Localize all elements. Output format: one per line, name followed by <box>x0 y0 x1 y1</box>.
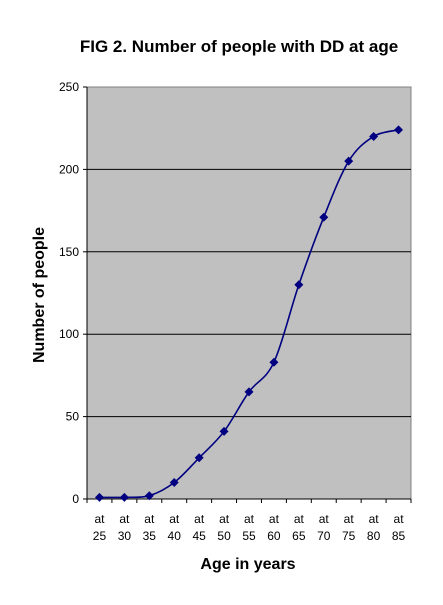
y-tick-label: 250 <box>59 80 79 94</box>
y-axis: 0 50 100 150 200 250 <box>59 80 88 506</box>
x-tick-label: 40 <box>168 529 182 543</box>
x-tick-label: at <box>119 512 130 526</box>
data-point-65 <box>294 280 304 290</box>
y-axis-title: Number of people <box>31 227 48 363</box>
x-tick-label: 25 <box>93 529 107 543</box>
data-point-85 <box>394 125 404 135</box>
x-tick-label: 75 <box>342 529 356 543</box>
data-point-55 <box>244 387 254 397</box>
x-tick-label: 35 <box>143 529 157 543</box>
y-tick-label: 200 <box>59 162 79 176</box>
data-point-60 <box>269 357 279 367</box>
plot-area <box>86 86 412 500</box>
y-tick-label: 150 <box>59 245 79 259</box>
series-line-group <box>94 125 404 502</box>
x-tick-label: at <box>269 512 280 526</box>
x-tick-label: 70 <box>317 529 331 543</box>
x-tick-label: at <box>369 512 380 526</box>
x-tick-label: 65 <box>292 529 306 543</box>
y-tick-label: 50 <box>66 410 80 424</box>
data-point-70 <box>319 212 329 222</box>
data-point-75 <box>344 156 354 166</box>
x-tick-label: 45 <box>192 529 206 543</box>
data-point-25 <box>94 492 104 502</box>
x-tick-label: 60 <box>267 529 281 543</box>
x-tick-label: at <box>344 512 355 526</box>
x-tick-label: 80 <box>367 529 381 543</box>
grid-lines <box>87 168 411 418</box>
chart-title: FIG 2. Number of people with DD at age <box>80 37 398 56</box>
x-tick-label: at <box>294 512 305 526</box>
x-tick-label: 55 <box>242 529 256 543</box>
x-axis: at 25 at 30 at 35 at 40 at 45 at 50 at 55 at 60 at 65 at 70… <box>86 498 412 543</box>
x-tick-label: 85 <box>392 529 406 543</box>
data-point-35 <box>144 491 154 501</box>
data-point-50 <box>219 426 229 436</box>
x-axis-title: Age in years <box>200 556 295 573</box>
data-point-80 <box>369 131 379 141</box>
x-tick-label: 50 <box>217 529 231 543</box>
x-tick-label: at <box>169 512 180 526</box>
x-tick-label: 30 <box>118 529 132 543</box>
x-tick-label: at <box>144 512 155 526</box>
data-point-45 <box>194 453 204 463</box>
x-tick-label: at <box>319 512 330 526</box>
x-tick-label: at <box>244 512 255 526</box>
x-tick-label: at <box>194 512 205 526</box>
y-tick-label: 0 <box>72 492 79 506</box>
x-tick-label: at <box>219 512 230 526</box>
data-point-40 <box>169 478 179 488</box>
data-point-30 <box>119 492 129 502</box>
x-tick-label: at <box>94 512 105 526</box>
y-tick-label: 100 <box>59 327 79 341</box>
x-tick-label: at <box>394 512 405 526</box>
